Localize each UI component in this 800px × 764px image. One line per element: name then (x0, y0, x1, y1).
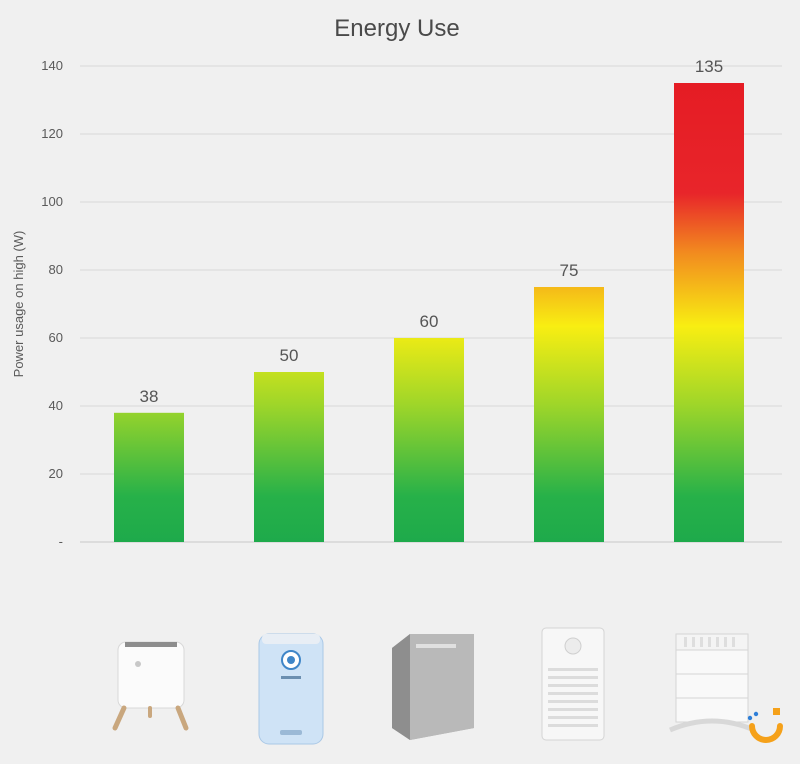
modular-air-purifier-icon (669, 633, 755, 733)
bar-value-label: 135 (695, 57, 723, 76)
y-tick-label: 60 (49, 330, 63, 345)
y-axis-ticks: - 20 40 60 80 100 120 140 (41, 58, 63, 549)
product-images (112, 627, 755, 745)
y-tick-label: 20 (49, 466, 63, 481)
bar (114, 412, 184, 542)
y-tick-label: 120 (41, 126, 63, 141)
blue-air-purifier-icon (258, 633, 324, 745)
grey-air-purifier-icon (392, 634, 474, 740)
y-tick-label: 40 (49, 398, 63, 413)
chart-title: Energy Use (334, 15, 459, 42)
bar-value-label: 60 (420, 312, 439, 331)
white-tower-air-purifier-icon (541, 627, 605, 741)
bar-value-label: 50 (280, 346, 299, 365)
brand-logo-icon (747, 708, 783, 743)
y-axis-label: Power usage on high (W) (11, 231, 26, 378)
bars (114, 83, 744, 542)
bar (674, 83, 744, 542)
bar (534, 287, 604, 542)
y-tick-label: - (59, 534, 63, 549)
y-tick-label: 140 (41, 58, 63, 73)
bar (254, 372, 324, 542)
bar (394, 338, 464, 542)
y-tick-label: 100 (41, 194, 63, 209)
bar-value-label: 38 (140, 387, 159, 406)
gridlines (80, 65, 782, 543)
air-purifier-on-legs-icon (112, 641, 189, 731)
bar-value-labels: 38 50 60 75 135 (140, 57, 724, 406)
y-tick-label: 80 (49, 262, 63, 277)
bar-value-label: 75 (560, 261, 579, 280)
